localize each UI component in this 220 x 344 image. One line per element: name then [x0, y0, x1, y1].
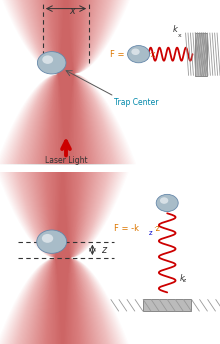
Circle shape: [156, 194, 178, 212]
Bar: [195, 33, 207, 76]
Text: ·x: ·x: [148, 50, 156, 59]
Text: z: z: [101, 245, 106, 255]
Text: k: k: [172, 25, 177, 34]
Text: k: k: [179, 274, 184, 283]
Text: F = -k: F = -k: [114, 224, 139, 233]
Circle shape: [42, 55, 53, 64]
Text: Laser Light: Laser Light: [45, 156, 87, 165]
Text: x: x: [144, 55, 148, 61]
Text: x: x: [70, 6, 75, 16]
Text: F = -k: F = -k: [110, 50, 135, 59]
Bar: [143, 299, 191, 311]
Circle shape: [131, 49, 140, 55]
Circle shape: [128, 45, 150, 63]
Circle shape: [37, 52, 66, 74]
Text: z: z: [148, 229, 152, 236]
Circle shape: [160, 197, 168, 204]
Circle shape: [37, 230, 67, 253]
Text: ·z: ·z: [153, 224, 160, 233]
Text: Trap Center: Trap Center: [114, 98, 159, 107]
Circle shape: [42, 234, 53, 243]
Text: x: x: [178, 33, 182, 38]
Text: z: z: [183, 278, 186, 283]
